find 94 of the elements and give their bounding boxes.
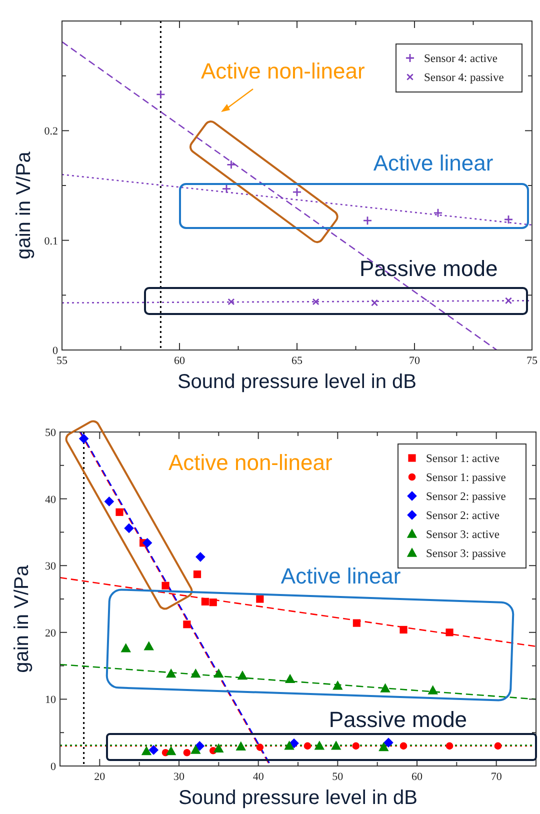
x-tick-label: 65 <box>292 355 303 367</box>
point <box>79 434 88 444</box>
x-tick-label: 55 <box>56 355 68 367</box>
point <box>148 745 158 755</box>
y-tick-label: 40 <box>45 494 56 506</box>
point <box>142 538 152 548</box>
legend-label: Sensor 2: active <box>426 510 500 522</box>
x-tick-label: 50 <box>332 771 344 783</box>
point <box>256 595 264 603</box>
legend-label: Sensor 1: passive <box>426 472 506 484</box>
point <box>289 738 299 748</box>
legend-label: Sensor 3: passive <box>426 548 506 560</box>
x-tick-label: 40 <box>252 771 264 783</box>
point <box>504 214 514 224</box>
x-tick-label: 75 <box>526 355 538 367</box>
y-tick-label: 30 <box>45 560 56 573</box>
point <box>433 208 443 218</box>
x-tick-label: 20 <box>94 771 106 783</box>
point <box>384 738 394 748</box>
point <box>505 297 512 304</box>
legend-label: Sensor 4: active <box>424 53 498 65</box>
point <box>191 745 200 754</box>
point <box>183 620 191 628</box>
y-tick-label: 0.1 <box>44 235 58 248</box>
annotation: Passive mode <box>328 707 468 732</box>
legend-label: Sensor 2: passive <box>426 491 506 503</box>
point <box>193 570 202 578</box>
point <box>228 298 235 306</box>
point <box>314 741 324 750</box>
x-axis-title: Sound pressure level in dB <box>178 787 418 809</box>
point <box>256 744 264 751</box>
point <box>284 741 294 750</box>
point <box>238 671 248 680</box>
point <box>371 299 378 306</box>
legend-label: Sensor 3: active <box>426 529 500 541</box>
y-tick-label: 0 <box>50 761 56 773</box>
legend-label: Sensor 1: active <box>426 453 500 465</box>
point <box>333 681 342 690</box>
point <box>400 742 408 750</box>
point <box>162 582 170 590</box>
point <box>400 626 408 634</box>
point <box>446 742 454 750</box>
point <box>209 598 217 606</box>
point <box>104 496 114 506</box>
point <box>428 686 438 694</box>
point <box>285 674 295 684</box>
point <box>222 184 232 194</box>
y-tick-label: 20 <box>45 627 56 640</box>
point <box>121 644 130 652</box>
point <box>166 746 176 756</box>
point <box>380 684 390 692</box>
point <box>236 742 246 750</box>
point <box>379 742 388 752</box>
point <box>166 669 176 678</box>
annotation: Active linear <box>280 564 401 589</box>
y-tick-label: 10 <box>45 694 56 706</box>
y-axis-title: gain in V/Pa <box>11 564 33 673</box>
point <box>494 742 502 750</box>
point <box>124 524 134 533</box>
point <box>304 742 312 750</box>
y-tick-label: 0 <box>52 345 58 357</box>
point <box>144 642 154 650</box>
annotation: Passive mode <box>360 256 498 281</box>
point <box>214 744 224 752</box>
point <box>331 741 341 750</box>
point <box>196 552 206 562</box>
y-tick-label: 0.2 <box>44 126 58 138</box>
point <box>292 187 302 197</box>
point <box>116 508 124 516</box>
x-axis-title: Sound pressure level in dB <box>177 371 417 393</box>
point <box>183 748 191 756</box>
x-tick-label: 60 <box>412 771 423 783</box>
annotation: Active non-linear <box>200 58 365 84</box>
point <box>156 90 166 100</box>
point <box>352 742 360 750</box>
point <box>312 298 320 306</box>
point <box>142 746 152 756</box>
x-tick-label: 70 <box>490 771 502 783</box>
point <box>194 741 204 751</box>
point <box>446 628 454 636</box>
annotation: Active non-linear <box>168 450 332 476</box>
point <box>352 619 361 627</box>
x-tick-label: 60 <box>174 355 186 367</box>
y-axis-title: gain in V/Pa <box>13 150 35 260</box>
point <box>226 160 236 170</box>
point <box>191 669 200 678</box>
point <box>214 669 224 678</box>
point <box>201 598 209 606</box>
legend-label: Sensor 4: passive <box>424 72 504 84</box>
x-tick-label: 30 <box>174 771 185 783</box>
point <box>362 216 372 226</box>
x-tick-label: 70 <box>409 355 420 367</box>
y-tick-label: 50 <box>45 427 56 439</box>
annotation: Active linear <box>373 150 494 176</box>
